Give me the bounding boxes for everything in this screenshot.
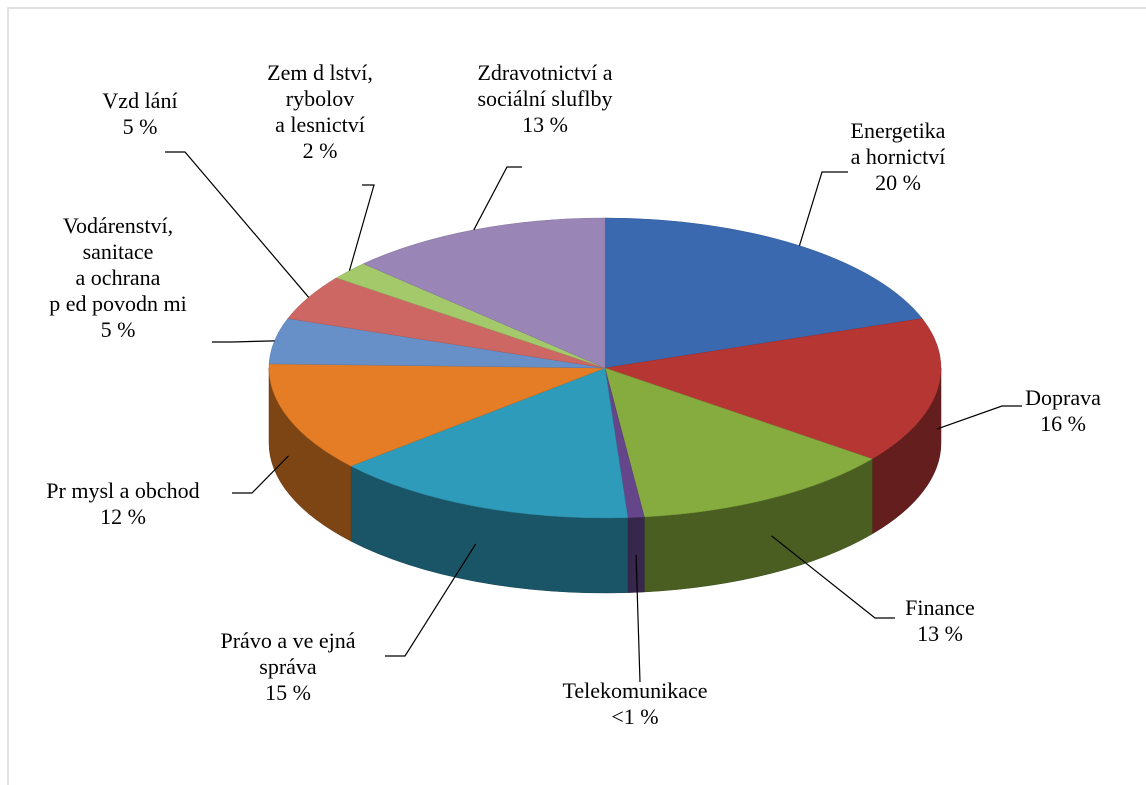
leader-line <box>212 340 275 343</box>
data-label: Vodárenství, sanitace a ochrana p ed pov… <box>49 213 187 343</box>
value-label: 5 % <box>100 317 136 342</box>
pie-slice <box>350 367 629 519</box>
data-label: Telekomunikace <1 % <box>562 678 707 730</box>
leader-line <box>385 543 477 657</box>
leader-line <box>798 171 848 246</box>
leader-line <box>635 554 641 683</box>
frame <box>7 7 1146 785</box>
value-label: 12 % <box>100 504 146 529</box>
category-label: Vodárenství, sanitace a ochrana p ed pov… <box>49 213 187 316</box>
leader-line <box>771 535 895 619</box>
value-label: 2 % <box>302 138 338 163</box>
value-label: 5 % <box>122 114 158 139</box>
category-label: Finance <box>905 595 975 620</box>
leader-line <box>473 166 522 231</box>
leader-line <box>232 455 289 494</box>
category-label: Telekomunikace <box>562 678 708 703</box>
leader-line <box>936 405 1022 430</box>
category-label: Právo a ve ejná správa <box>220 628 356 679</box>
value-label: 15 % <box>265 680 311 705</box>
category-label: Vzd lání <box>102 88 178 113</box>
data-label: Zdravotnictví a sociální sluflby 13 % <box>477 60 612 138</box>
data-label: Energetika a hornictví 20 % <box>851 118 946 196</box>
category-label: Zdravotnictví a sociální sluflby <box>477 60 613 111</box>
pie-side <box>627 516 645 593</box>
category-label: Zem d lství, rybolov a lesnictví <box>267 60 373 137</box>
category-label: Energetika a hornictví <box>850 118 946 169</box>
data-label: Právo a ve ejná správa 15 % <box>221 628 356 706</box>
leader-line <box>165 151 310 298</box>
data-label: Pr mysl a obchod 12 % <box>46 478 199 530</box>
data-label: Finance 13 % <box>905 595 975 647</box>
category-label: Doprava <box>1025 385 1101 410</box>
value-label: 16 % <box>1040 411 1086 436</box>
data-label: Doprava 16 % <box>1025 385 1101 437</box>
data-label: Vzd lání 5 % <box>102 88 177 140</box>
value-label: 20 % <box>875 170 921 195</box>
pie-slice <box>268 363 606 467</box>
leader-line <box>348 184 375 271</box>
pie-slice <box>604 318 942 460</box>
value-label: <1 % <box>611 704 659 729</box>
pie-slice <box>604 367 873 518</box>
value-label: 13 % <box>917 621 963 646</box>
value-label: 13 % <box>522 112 568 137</box>
data-label: Zem d lství, rybolov a lesnictví 2 % <box>267 60 373 164</box>
category-label: Pr mysl a obchod <box>46 478 200 503</box>
